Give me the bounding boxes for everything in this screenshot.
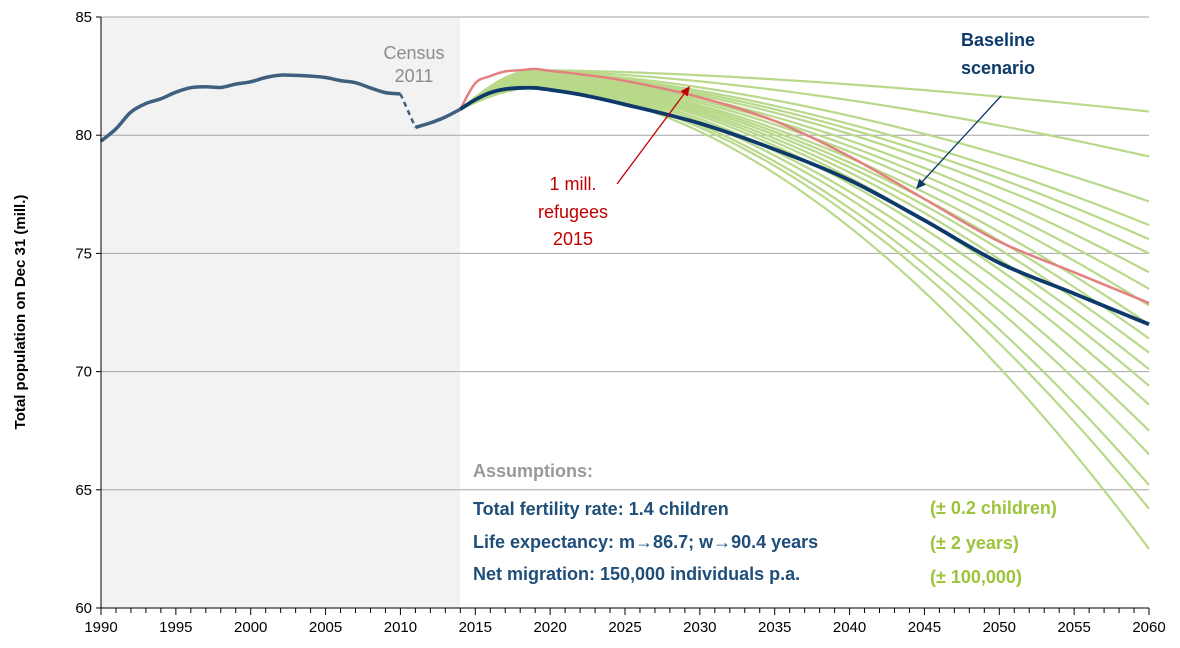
baseline-annotation-line2: scenario xyxy=(961,58,1035,78)
assumptions-box: Assumptions: Total fertility rate: 1.4 c… xyxy=(473,461,1057,587)
y-tick-label-70: 70 xyxy=(75,364,92,381)
assumption-life-expectancy: Life expectancy: m→86.7; w→90.4 years xyxy=(473,532,818,552)
assumption-fertility: Total fertility rate: 1.4 children xyxy=(473,499,729,519)
variant-line xyxy=(459,80,1150,371)
refugees-annotation-line3: 2015 xyxy=(553,229,593,249)
x-tick-label-1995: 1995 xyxy=(159,619,192,636)
refugees-arrow xyxy=(616,93,685,185)
x-tick-label-2025: 2025 xyxy=(608,619,641,636)
baseline-arrowhead xyxy=(916,178,926,189)
refugees-annotation-line2: refugees xyxy=(538,202,608,222)
y-tick-label-75: 75 xyxy=(75,245,92,262)
assumption-life-expectancy-range: (± 2 years) xyxy=(930,533,1019,553)
baseline-annotation-line1: Baseline xyxy=(961,30,1035,50)
axis-ticks: 60 65 70 75 80 85 1990 1995 2000 2005 2010 2015 2020… xyxy=(75,9,1165,636)
y-axis-label: Total population on Dec 31 (mill.) xyxy=(12,195,29,430)
x-tick-label-2060: 2060 xyxy=(1132,619,1165,636)
baseline-scenario-line xyxy=(459,85,1150,327)
census-revision-dashed-line xyxy=(399,93,417,128)
x-tick-label-2015: 2015 xyxy=(459,619,492,636)
refugees-arrowhead xyxy=(680,86,690,97)
x-tick-label-2020: 2020 xyxy=(533,619,566,636)
y-tick-label-60: 60 xyxy=(75,600,92,617)
variant-line xyxy=(459,68,1150,113)
main-series xyxy=(99,67,1150,327)
x-tick-label-1990: 1990 xyxy=(84,619,117,636)
historical-population-line xyxy=(99,73,401,143)
census-annotation-line2: 2011 xyxy=(395,66,434,86)
y-tick-label-80: 80 xyxy=(75,127,92,144)
x-tick-label-2045: 2045 xyxy=(908,619,941,636)
historical-shaded-region xyxy=(101,17,461,608)
x-tick-label-2030: 2030 xyxy=(683,619,716,636)
x-tick-label-2035: 2035 xyxy=(758,619,791,636)
assumption-fertility-range: (± 0.2 children) xyxy=(930,498,1057,518)
x-tick-label-2005: 2005 xyxy=(309,619,342,636)
post-census-population-line xyxy=(414,107,462,130)
baseline-arrow xyxy=(921,95,1002,183)
x-tick-label-2055: 2055 xyxy=(1057,619,1090,636)
census-annotation-line1: Census xyxy=(383,43,444,63)
y-tick-label-65: 65 xyxy=(75,482,92,499)
assumption-migration-range: (± 100,000) xyxy=(930,567,1022,587)
variant-line xyxy=(459,69,1150,158)
x-tick-label-2050: 2050 xyxy=(983,619,1016,636)
variant-line xyxy=(459,85,1150,510)
refugees-annotation-line1: 1 mill. xyxy=(549,174,596,194)
assumption-migration: Net migration: 150,000 individuals p.a. xyxy=(473,564,800,584)
y-tick-label-85: 85 xyxy=(75,9,92,26)
refugees-scenario-line xyxy=(459,67,1150,305)
x-tick-label-2040: 2040 xyxy=(833,619,866,636)
assumptions-title: Assumptions: xyxy=(473,461,593,481)
variant-line xyxy=(459,86,1150,550)
x-tick-label-2010: 2010 xyxy=(384,619,417,636)
x-tick-label-2000: 2000 xyxy=(234,619,267,636)
